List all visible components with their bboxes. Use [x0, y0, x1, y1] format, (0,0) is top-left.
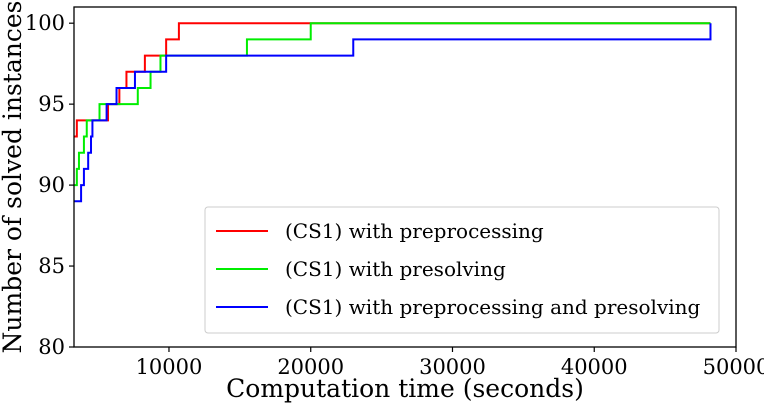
- x-tick-label: 30000: [419, 355, 486, 379]
- x-axis-title: Computation time (seconds): [226, 374, 584, 403]
- x-tick-label: 40000: [561, 355, 628, 379]
- plot-frame: [73, 6, 737, 348]
- y-tick-label: 85: [38, 254, 65, 278]
- series-line-3: [74, 23, 712, 203]
- x-tick-label: 10000: [136, 355, 203, 379]
- legend-box: [204, 206, 720, 334]
- y-tick-label: 100: [25, 11, 65, 35]
- ticks-layer: 10000 20000 30000 40000 50000 80 85 90 95 100: [25, 11, 764, 379]
- series-layer: [74, 22, 712, 203]
- series-line-2: [74, 22, 711, 187]
- legend-label-2: (CS1) with presolving: [285, 257, 506, 281]
- y-tick-label: 95: [38, 92, 65, 116]
- y-axis-title: Number of solved instances: [0, 1, 27, 354]
- legend-label-1: (CS1) with preprocessing: [285, 219, 544, 243]
- x-tick-label: 20000: [277, 355, 344, 379]
- y-tick-label: 90: [38, 173, 65, 197]
- y-tick-label: 80: [38, 335, 65, 359]
- legend-label-3: (CS1) with preprocessing and presolving: [285, 295, 701, 319]
- x-tick-label: 50000: [703, 355, 764, 379]
- legend: (CS1) with preprocessing (CS1) with preso…: [204, 206, 720, 334]
